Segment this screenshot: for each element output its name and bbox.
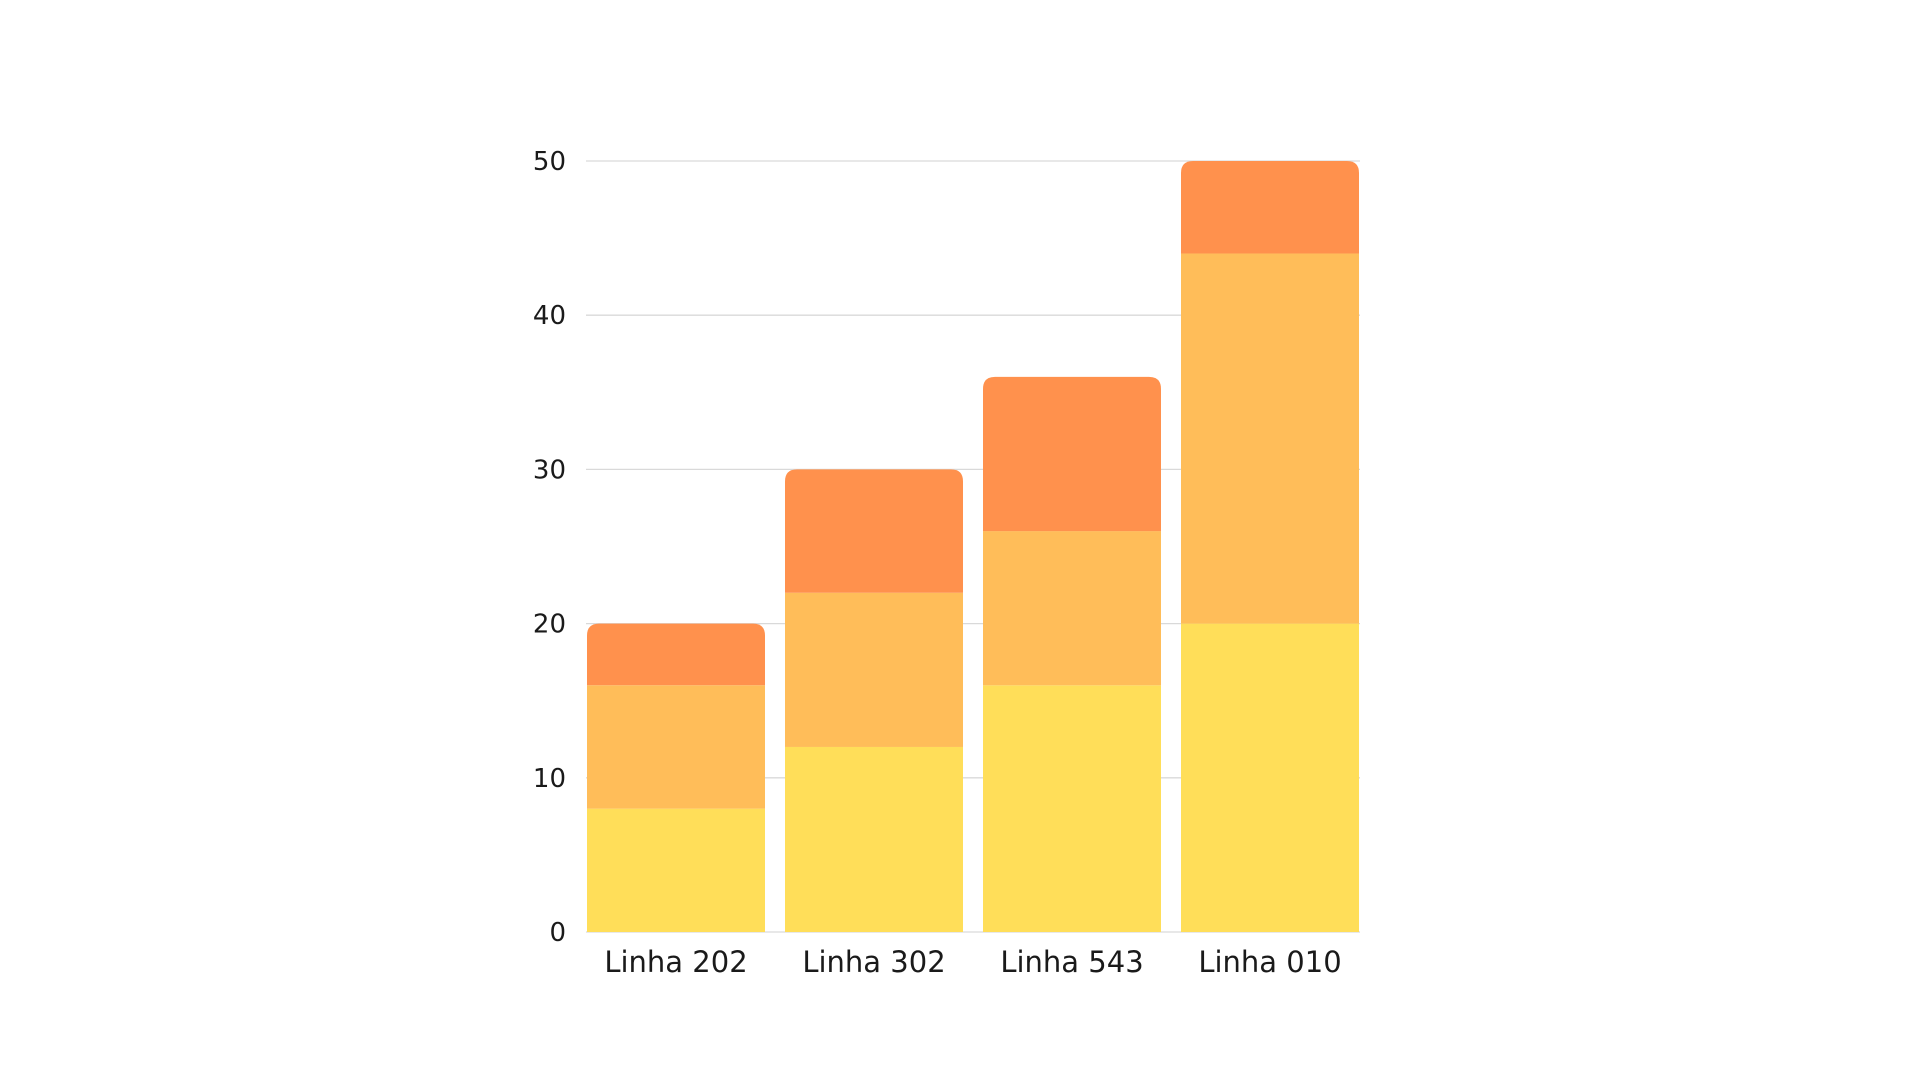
bar-segment — [1181, 161, 1359, 254]
bar-stacks — [587, 161, 1359, 932]
bar-segment — [983, 376, 1161, 532]
bar-stack-2 — [983, 376, 1161, 932]
bar-stack-3 — [1181, 161, 1359, 932]
bar-segment — [1181, 253, 1359, 624]
y-tick-label: 10 — [533, 764, 566, 794]
bar-stack-0 — [587, 623, 765, 932]
bar-segment — [587, 623, 765, 686]
x-axis-labels: Linha 202 Linha 302 Linha 543 Linha 010 — [604, 945, 1341, 979]
y-tick-label: 20 — [533, 610, 566, 640]
bar-segment — [1181, 623, 1359, 932]
bar-segment — [587, 685, 765, 809]
bar-segment — [785, 592, 963, 747]
y-tick-label: 0 — [549, 918, 566, 948]
y-tick-label: 50 — [533, 147, 566, 177]
bar-segment — [587, 808, 765, 932]
y-tick-label: 30 — [533, 455, 566, 485]
bar-segment — [983, 531, 1161, 686]
y-tick-label: 40 — [533, 301, 566, 331]
bar-segment — [785, 469, 963, 593]
x-category-label: Linha 010 — [1198, 945, 1341, 979]
bar-segment — [785, 746, 963, 932]
bar-stack-1 — [785, 469, 963, 932]
x-category-label: Linha 543 — [1000, 945, 1143, 979]
bar-segment — [983, 685, 1161, 932]
x-category-label: Linha 202 — [604, 945, 747, 979]
x-category-label: Linha 302 — [802, 945, 945, 979]
y-axis-ticks: 0 10 20 30 40 50 — [533, 147, 566, 948]
